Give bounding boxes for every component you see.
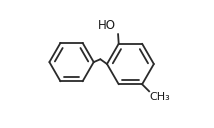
Text: HO: HO	[98, 19, 116, 32]
Text: CH₃: CH₃	[150, 92, 171, 102]
